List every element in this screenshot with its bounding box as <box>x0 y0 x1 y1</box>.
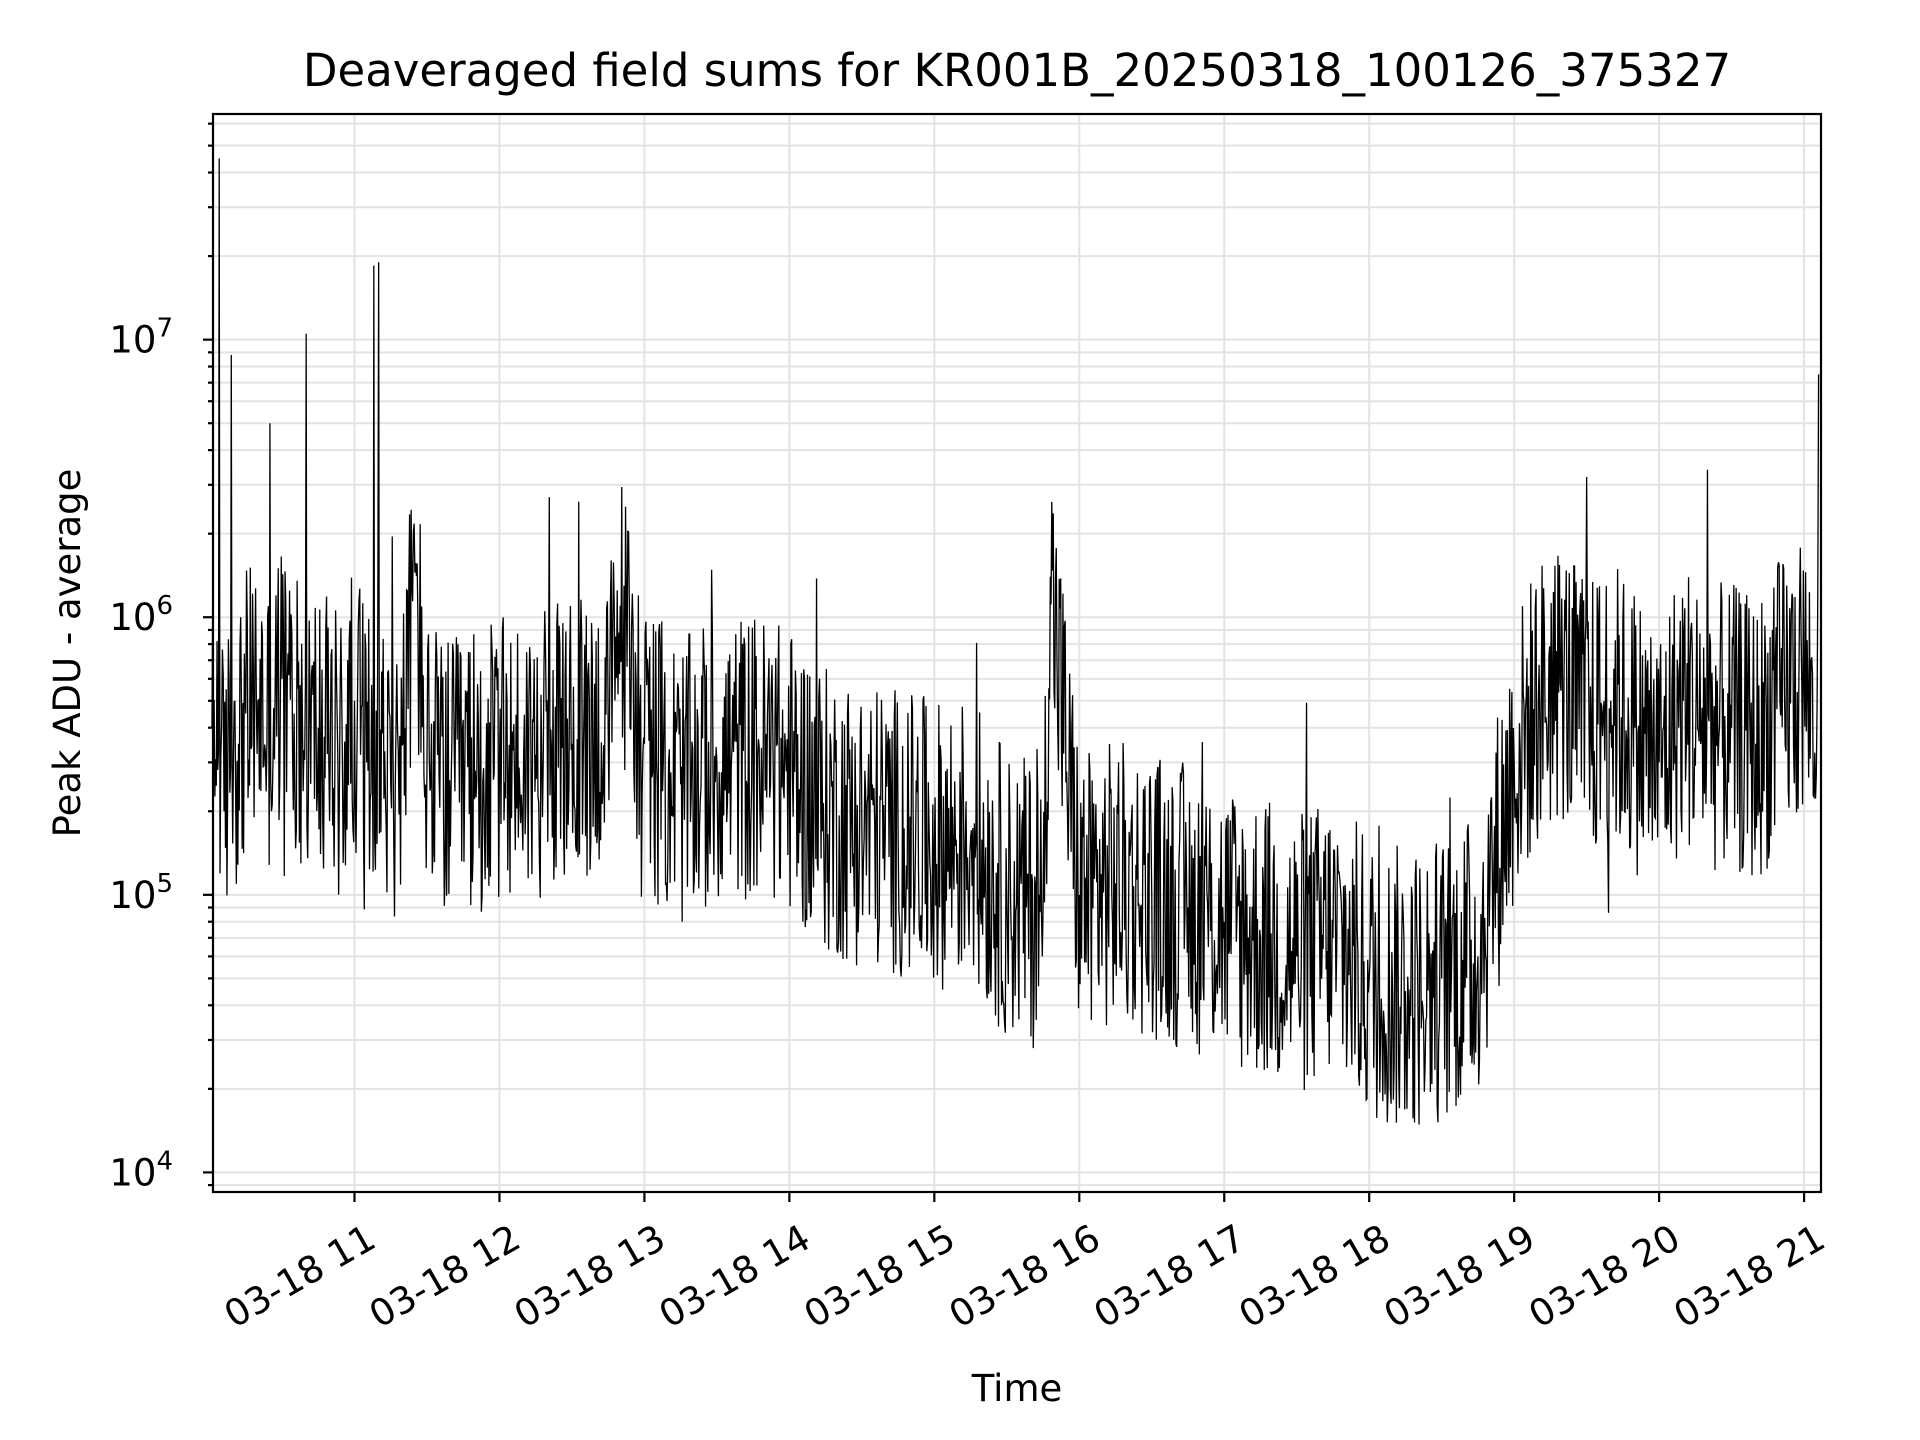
chart-title: Deaveraged field sums for KR001B_2025031… <box>303 44 1731 97</box>
x-tick-label: 03-18 17 <box>1087 1216 1253 1336</box>
x-axis-label: Time <box>971 1367 1063 1410</box>
plot-frame <box>211 112 1823 1194</box>
series-line <box>211 158 1820 1125</box>
x-tick-label: 03-18 16 <box>942 1216 1108 1336</box>
series-layer <box>211 158 1820 1125</box>
x-tick-label: 03-18 14 <box>652 1216 818 1336</box>
y-tick-label: 105 <box>109 869 173 917</box>
y-tick-label: 106 <box>109 591 173 639</box>
x-tick-label: 03-18 19 <box>1377 1216 1543 1336</box>
x-tick-label: 03-18 12 <box>362 1216 528 1336</box>
x-tick-label: 03-18 15 <box>797 1216 963 1336</box>
x-tick-label: 03-18 18 <box>1232 1216 1398 1336</box>
x-tick-label: 03-18 21 <box>1667 1216 1833 1336</box>
x-tick-label: 03-18 13 <box>507 1216 673 1336</box>
x-tick-label: 03-18 20 <box>1522 1216 1688 1336</box>
x-tick-label: 03-18 11 <box>217 1216 383 1336</box>
y-tick-label: 104 <box>109 1146 173 1194</box>
y-tick-label: 107 <box>109 314 173 362</box>
y-axis-label: Peak ADU - average <box>46 469 89 838</box>
